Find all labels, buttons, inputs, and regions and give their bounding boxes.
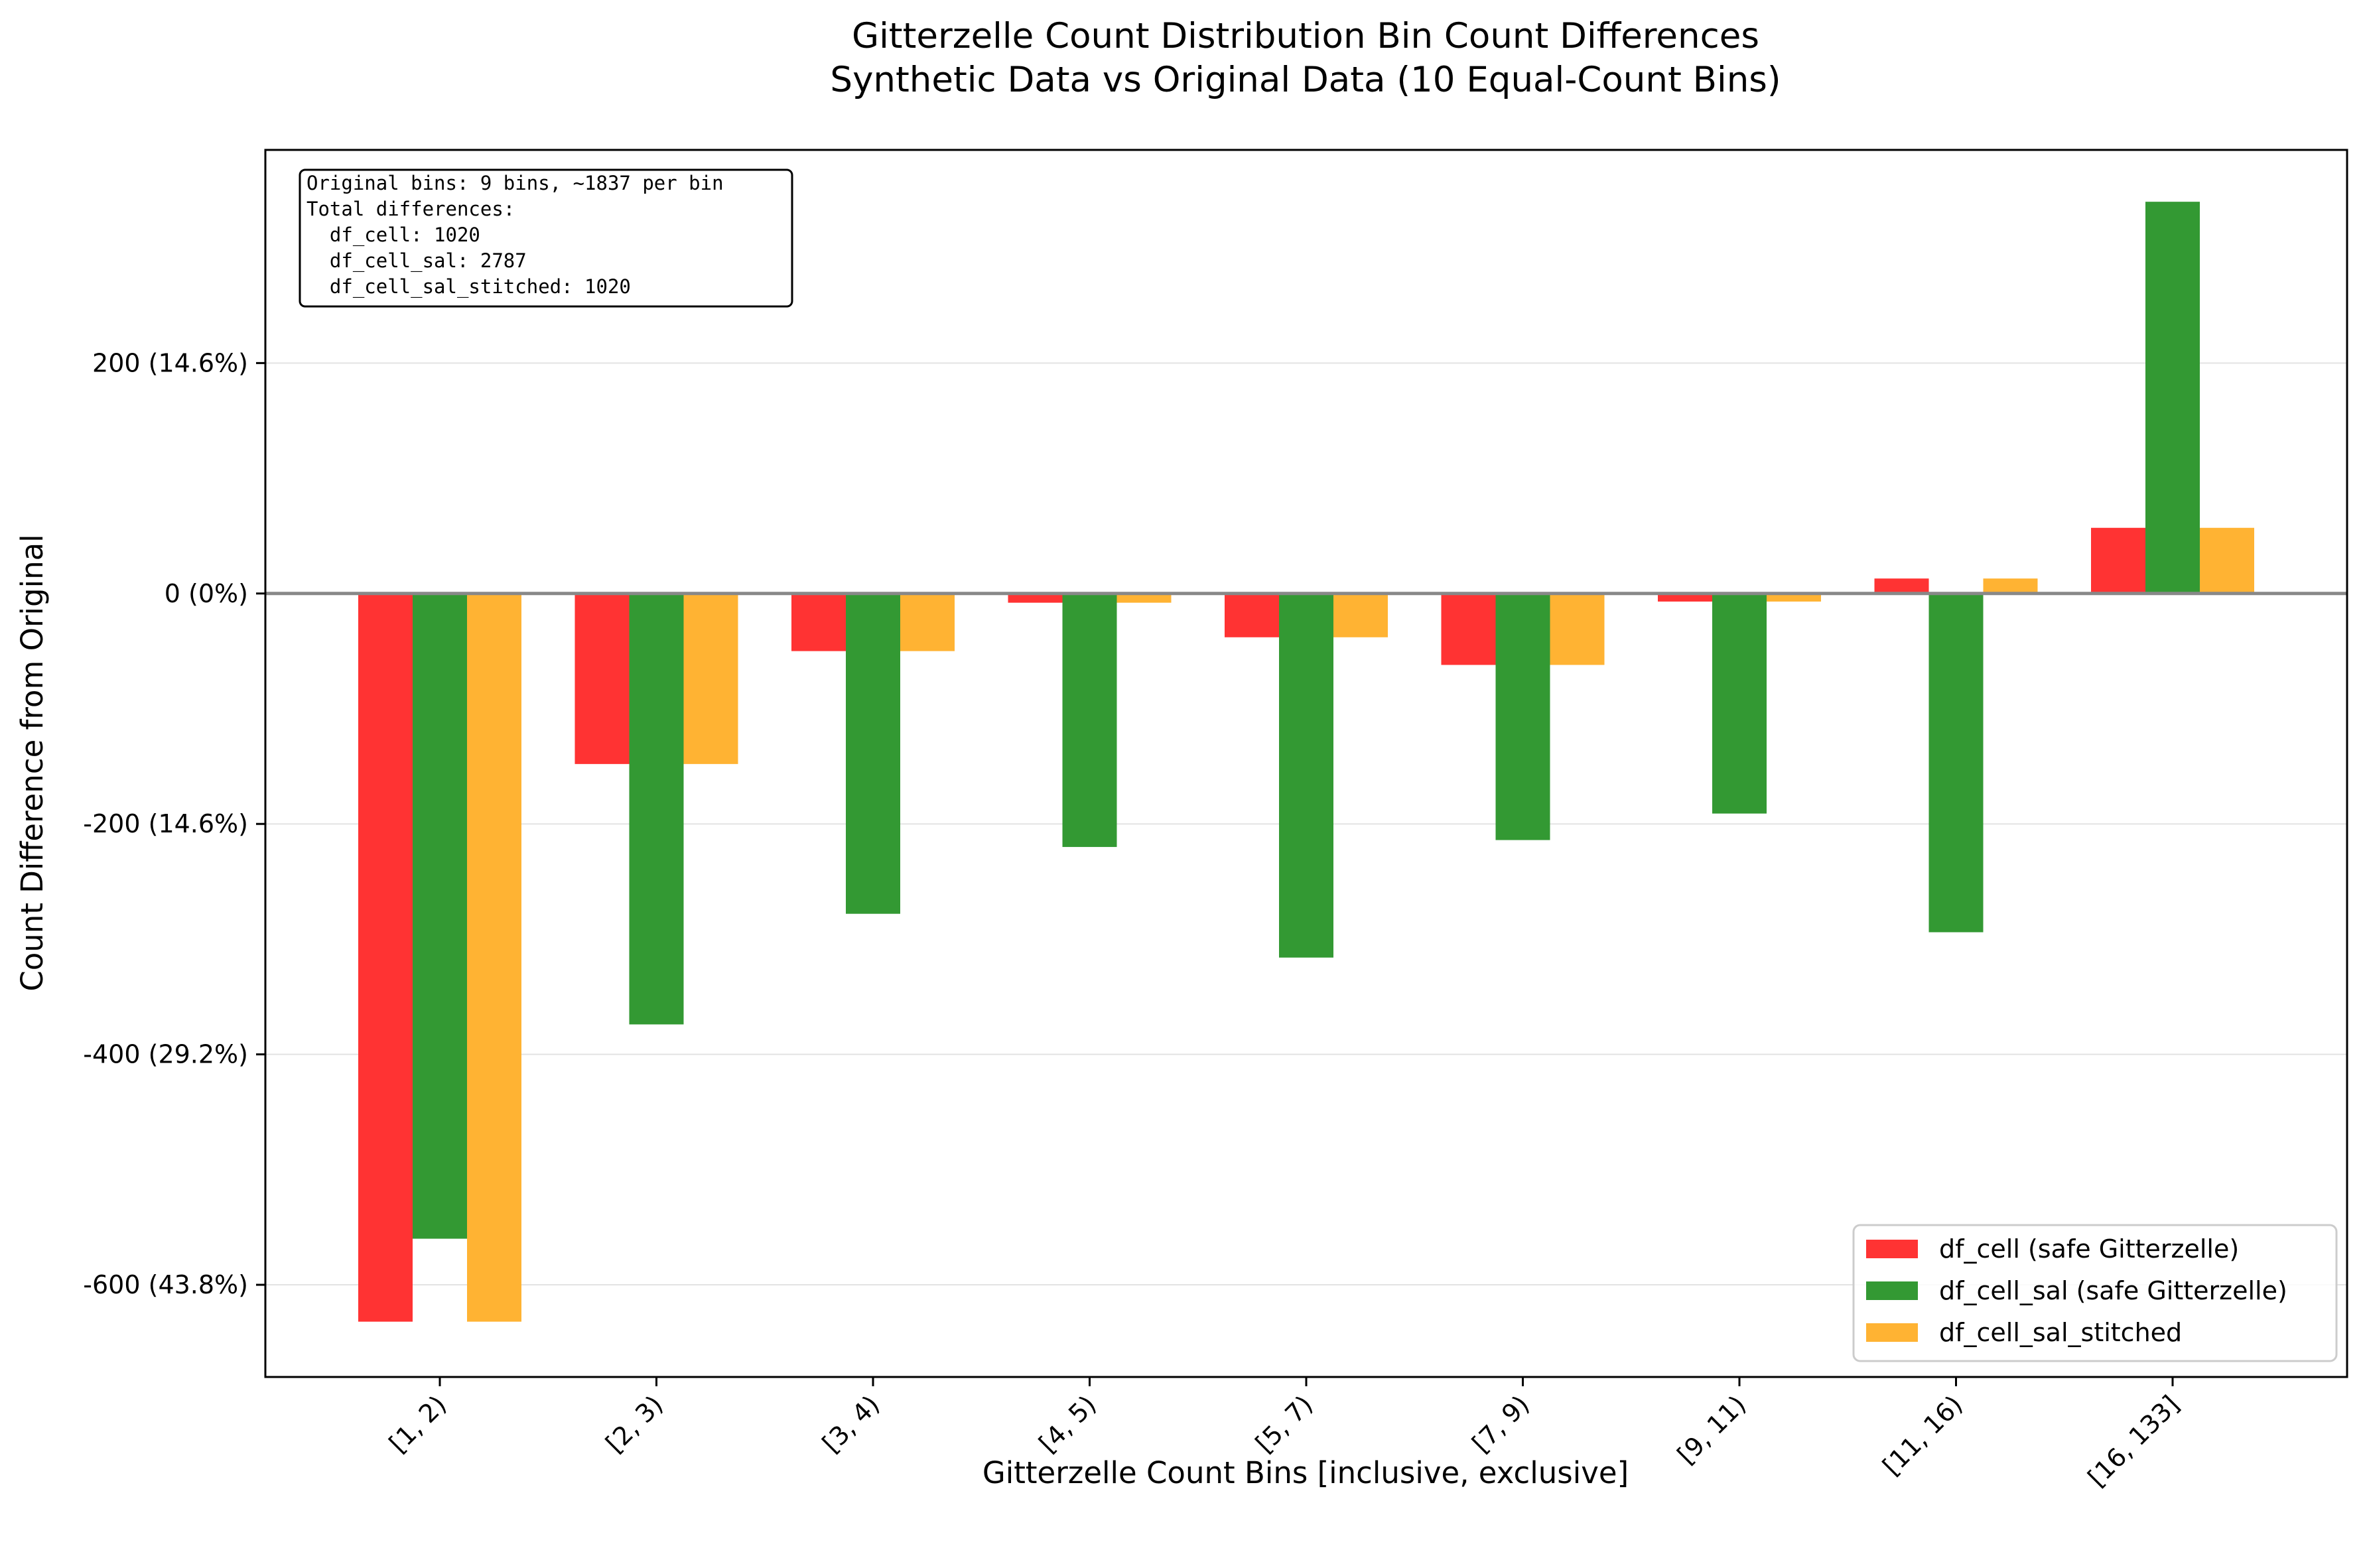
annotation-text: Original bins: 9 bins, ~1837 per bin Tota… (306, 172, 724, 298)
y-tick-label: -600 (43.8%) (83, 1270, 248, 1299)
chart-title-line-1: Gitterzelle Count Distribution Bin Count… (852, 16, 1759, 56)
bar-df-cell-sal-stitched-2 (900, 593, 955, 651)
annotation-line: df_cell: 1020 (306, 224, 480, 247)
bar-df-cell-sal-stitched-1 (683, 593, 738, 764)
y-tick-label: -400 (29.2%) (83, 1040, 248, 1069)
bar-df-cell-sal-2 (846, 593, 900, 914)
annotation-line: df_cell_sal: 2787 (306, 249, 527, 273)
legend-swatch (1866, 1323, 1918, 1342)
bar-df-cell-sal-1 (629, 593, 684, 1025)
bar-df-cell-sal-4 (1279, 593, 1333, 958)
bar-df-cell-2 (791, 593, 846, 651)
bar-df-cell-sal-stitched-6 (1767, 593, 1821, 602)
bar-df-cell-sal-stitched-0 (467, 593, 521, 1322)
bar-df-cell-sal-7 (1928, 593, 1984, 933)
bar-df-cell-sal-stitched-5 (1550, 593, 1605, 665)
y-axis-label: Count Difference from Original (15, 534, 50, 991)
x-axis-label: Gitterzelle Count Bins [inclusive, exclu… (982, 1455, 1629, 1490)
y-tick-label: 0 (0%) (165, 579, 248, 608)
bar-df-cell-3 (1008, 593, 1063, 603)
legend-swatch (1866, 1240, 1918, 1258)
annotation-line: Original bins: 9 bins, ~1837 per bin (306, 172, 724, 194)
bar-df-cell-sal-stitched-4 (1333, 593, 1388, 637)
annotation-frame (299, 168, 793, 308)
legend-swatch (1866, 1281, 1918, 1300)
bar-df-cell-0 (358, 593, 413, 1322)
y-tick-label: -200 (14.6%) (83, 809, 248, 838)
bar-df-cell-7 (1874, 578, 1929, 594)
legend: df_cell (safe Gitterzelle) df_cell_sal (s… (1852, 1224, 2338, 1362)
annotation-line: df_cell_sal_stitched: 1020 (306, 275, 631, 298)
bar-df-cell-sal-6 (1712, 593, 1767, 814)
legend-items: df_cell (safe Gitterzelle) df_cell_sal (s… (1866, 1234, 2287, 1347)
bar-df-cell-sal-stitched-3 (1116, 593, 1172, 603)
bar-df-cell-1 (574, 593, 630, 764)
bars-group (358, 202, 2254, 1322)
bar-df-cell-sal-stitched-7 (1983, 578, 2038, 594)
bar-df-cell-6 (1658, 593, 1712, 602)
chart-title-line-2: Synthetic Data vs Original Data (10 Equa… (830, 60, 1781, 100)
annotation-box: Original bins: 9 bins, ~1837 per bin Tota… (299, 168, 793, 308)
legend-label: df_cell_sal_stitched (1939, 1318, 2182, 1347)
legend-label: df_cell (safe Gitterzelle) (1939, 1234, 2239, 1264)
bar-df-cell-sal-0 (413, 593, 467, 1239)
bar-df-cell-4 (1225, 593, 1279, 637)
bar-df-cell-sal-5 (1495, 593, 1550, 840)
legend-label: df_cell_sal (safe Gitterzelle) (1939, 1276, 2287, 1305)
bar-df-cell-8 (2091, 527, 2145, 594)
bar-df-cell-sal-stitched-8 (2200, 527, 2254, 594)
bar-df-cell-sal-3 (1062, 593, 1117, 847)
y-tick-label: 200 (14.6%) (92, 348, 248, 377)
annotation-line: Total differences: (306, 198, 515, 220)
bar-df-cell-5 (1441, 593, 1496, 665)
legend-frame (1852, 1224, 2338, 1362)
y-axis-ticks: 200 (14.6%) 0 (0%) -200 (14.6%) -400 (29.2%… (83, 348, 265, 1299)
bar-df-cell-sal-8 (2145, 202, 2200, 594)
